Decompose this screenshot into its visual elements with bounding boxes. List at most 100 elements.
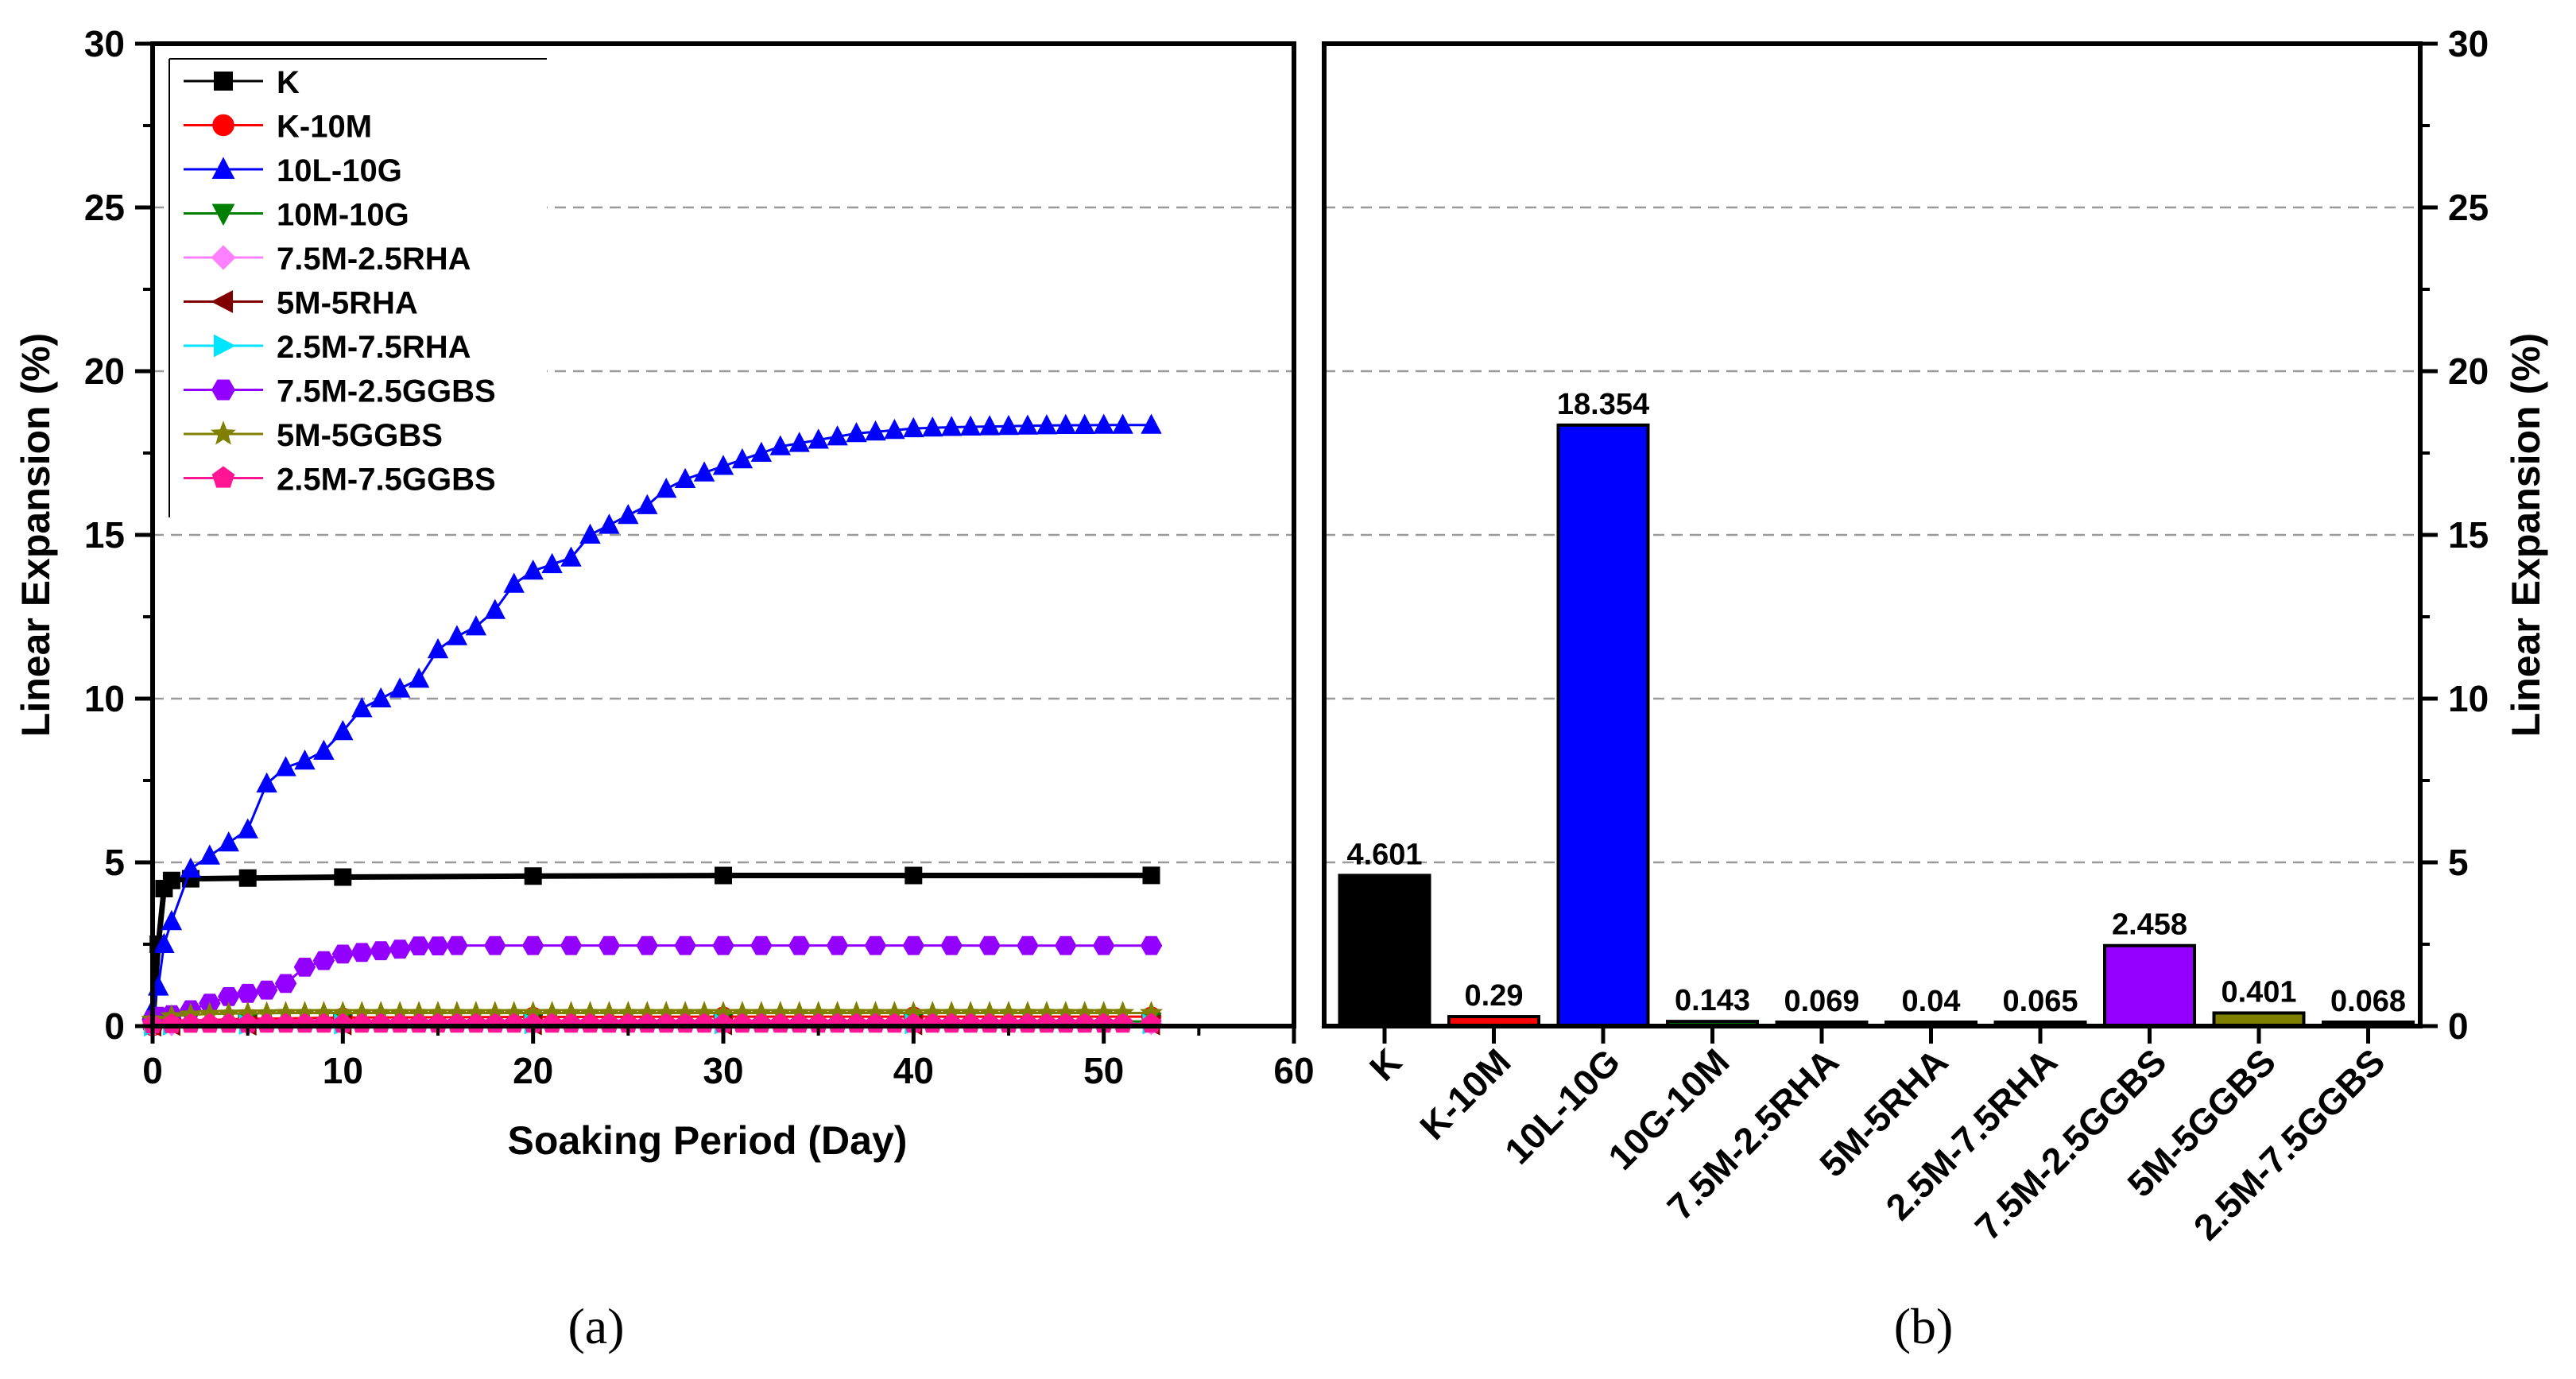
series-point-5m-5ggbs [236, 1001, 260, 1024]
x-tick-label: 0 [142, 1050, 163, 1091]
data-label-7-5m-2-5rha: 0.069 [1784, 985, 1859, 1018]
legend-background [169, 59, 547, 517]
series-point-7-5m-2-5ggbs [674, 935, 696, 955]
series-point-10l-10g [522, 560, 544, 580]
series-point-10l-10g [618, 504, 639, 525]
series-point-5m-5ggbs [1139, 1001, 1164, 1023]
series-point-10l-10g [161, 909, 183, 931]
legend-label-k-10m: K-10M [277, 110, 372, 145]
series-point-10l-10g [370, 687, 392, 707]
series-point-7-5m-2-5ggbs [408, 936, 430, 955]
series-point-5m-5ggbs [635, 1001, 659, 1023]
panel-a-label: (a) [567, 1298, 624, 1354]
legend-marker-10m-10g [211, 203, 235, 227]
series-point-10l-10g [788, 432, 810, 452]
series-point-2-5m-7-5ggbs [465, 1013, 486, 1033]
series-point-10l-10g [541, 552, 563, 574]
series-point-10l-10g [827, 425, 848, 446]
series-point-5m-5ggbs [863, 1001, 888, 1023]
series-point-5m-5ggbs [788, 1001, 812, 1023]
series-point-2-5m-7-5ggbs [199, 1013, 220, 1033]
series-point-7-5m-2-5ggbs [864, 935, 887, 955]
series-point-5m-5ggbs [769, 1001, 792, 1023]
series-point-7-5m-2-5ggbs [1140, 935, 1163, 955]
series-point-7-5m-2-5ggbs [712, 935, 734, 955]
legend-label-10l-10g: 10L-10G [277, 153, 402, 188]
bar-k [1338, 873, 1431, 1028]
panel-b-bar-chart: 4.601K0.29K-10M18.35410L-10G0.14310G-10M… [1322, 23, 2548, 1248]
data-label-2-5m-7-5rha: 0.065 [2002, 985, 2078, 1018]
x-tick-label-k: K [1362, 1040, 1409, 1088]
series-point-7-5m-2-5ggbs [331, 944, 354, 964]
series-point-5m-5ggbs [997, 1001, 1021, 1023]
series-point-2-5m-7-5ggbs [256, 1013, 277, 1033]
series-point-10l-10g [503, 572, 525, 593]
series-point-5m-5ggbs [673, 1001, 697, 1023]
series-point-7-5m-2-5ggbs [351, 943, 373, 963]
series-point-10l-10g [693, 461, 715, 482]
series-point-5m-5ggbs [597, 1001, 621, 1023]
series-point-5m-5ggbs [730, 1001, 754, 1023]
series-point-5m-5ggbs [978, 1001, 1001, 1023]
series-point-5m-5ggbs [750, 1001, 773, 1023]
series-point-10l-10g [1141, 413, 1162, 434]
y-tick-label: 30 [84, 23, 125, 64]
y-tick-label: 25 [2448, 187, 2489, 228]
y-tick-label: 5 [2448, 842, 2469, 883]
data-label-k: 4.601 [1346, 838, 1422, 871]
series-point-5m-5ggbs [198, 1001, 222, 1025]
legend-label-5m-5rha: 5M-5RHA [277, 286, 418, 321]
series-point-10l-10g [1036, 414, 1058, 435]
series-point-10l-10g [484, 598, 506, 619]
series-point-10l-10g [865, 420, 886, 441]
series-point-5m-5ggbs [312, 1001, 335, 1023]
series-point-5m-5ggbs [407, 1001, 431, 1023]
series-point-10l-10g [978, 415, 1001, 436]
series-point-7-5m-2-5ggbs [236, 983, 259, 1003]
series-point-10l-10g [750, 441, 773, 462]
series-point-5m-5ggbs [255, 1001, 279, 1024]
series-point-7-5m-2-5ggbs [750, 935, 773, 955]
series-point-7-5m-2-5ggbs [902, 935, 925, 955]
series-point-5m-5ggbs [521, 1001, 545, 1023]
bar-10l-10g [1556, 423, 1650, 1028]
series-point-5m-5ggbs [217, 1001, 241, 1024]
series-point-7-5m-2-5ggbs [389, 939, 411, 959]
series-point-5m-5ggbs [959, 1001, 982, 1023]
series-point-k [1142, 866, 1160, 885]
series-point-10l-10g [1017, 414, 1039, 435]
x-tick-label: 40 [893, 1050, 934, 1091]
series-point-10l-10g [1093, 413, 1114, 434]
y-axis-title: Linear Expansion (%) [2504, 333, 2548, 737]
series-point-10l-10g [275, 756, 296, 777]
legend-marker-2-5m-7-5rha [214, 334, 236, 358]
x-axis-title: Soaking Period (Day) [508, 1118, 908, 1163]
series-point-10l-10g [1074, 413, 1095, 434]
x-tick-label: 60 [1273, 1050, 1314, 1091]
y-tick-label: 10 [84, 678, 125, 719]
panel-b-label: (b) [1894, 1298, 1954, 1354]
legend: K K-10M 10L-10G 10M-10G 7.5M-2.5RHA 5M-5RHA 2.… [169, 58, 547, 517]
bar-7-5m-2-5ggbs [2103, 943, 2196, 1028]
series-point-5m-5ggbs [483, 1001, 507, 1023]
series-point-7-5m-2-5ggbs [293, 957, 316, 977]
series-point-10l-10g [808, 428, 829, 449]
x-tick-label: 20 [513, 1050, 553, 1091]
series-point-10l-10g [959, 415, 982, 436]
series-point-2-5m-7-5ggbs [351, 1013, 373, 1033]
legend-label-7-5m-2-5ggbs: 7.5M-2.5GGBS [277, 374, 496, 409]
data-label-5m-5ggbs: 0.401 [2221, 975, 2296, 1009]
series-point-5m-5ggbs [807, 1001, 831, 1023]
series-point-2-5m-7-5ggbs [218, 1013, 239, 1033]
series-point-10l-10g [560, 546, 582, 567]
series-point-10l-10g [579, 523, 601, 544]
series-point-10l-10g [1055, 413, 1076, 434]
series-point-2-5m-7-5ggbs [389, 1013, 411, 1033]
series-point-5m-5ggbs [939, 1001, 963, 1023]
y-tick-label: 30 [2448, 23, 2489, 64]
y-tick-label: 0 [104, 1005, 125, 1047]
series-point-2-5m-7-5ggbs [294, 1013, 316, 1033]
x-tick-label-7-5m-2-5ggbs: 7.5M-2.5GGBS [1967, 1040, 2175, 1248]
legend-marker-2-5m-7-5ggbs [211, 466, 235, 488]
series-point-10l-10g [332, 719, 354, 741]
